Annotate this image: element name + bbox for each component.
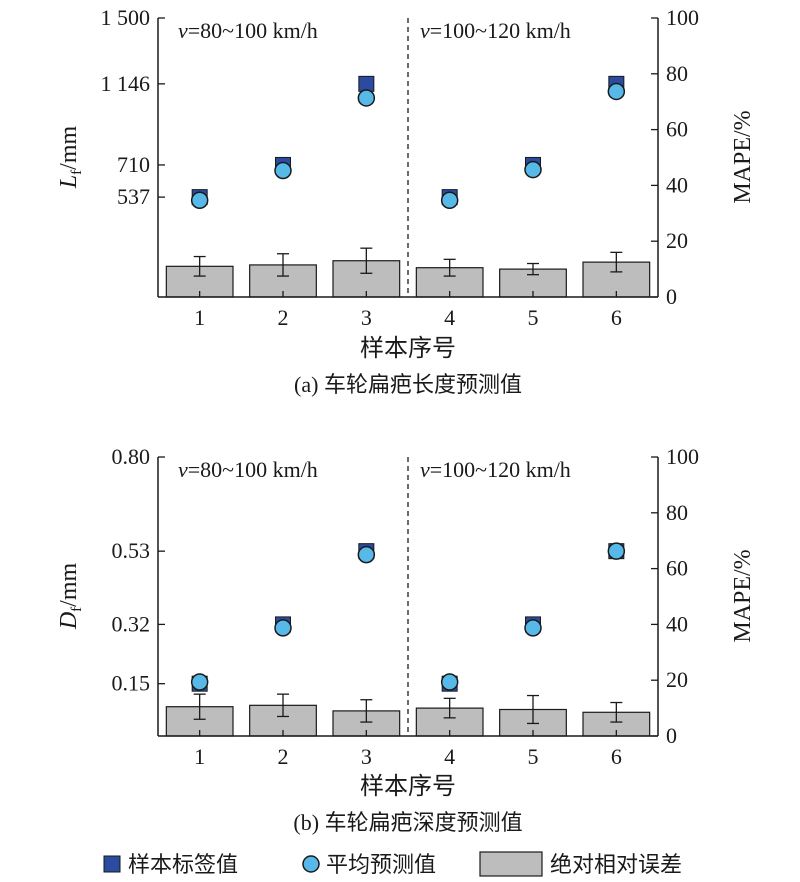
panel-a-xtick-label-3: 3 (361, 305, 372, 330)
panel-b-xtick-label-1: 1 (194, 744, 205, 769)
panel-b-ylabel-sub: f (69, 607, 85, 612)
panel-b-pred-point-5 (524, 619, 542, 637)
panel-b-region-right-text: =100~120 km/h (430, 457, 571, 482)
panel-b-pred-point-6 (607, 542, 626, 560)
panel-b-ytick-right-label-3: 40 (666, 611, 688, 636)
panel-a-xlabel: 样本序号 (360, 335, 456, 362)
panel-b-ytick-left-label-3: 0.53 (112, 538, 151, 563)
legend-pred-text: 平均预测值 (326, 852, 436, 877)
panel-a-ytick-right-label-6: 100 (666, 5, 699, 30)
legend-label-text: 样本标签值 (128, 852, 238, 877)
panel-b-ylabel-right: MAPE/% (730, 549, 756, 642)
panel-a-region-left-text: =80~100 km/h (188, 18, 318, 43)
panel-b-ytick-left-label-1: 0.15 (112, 671, 151, 696)
panel-b-xtick-label-4: 4 (444, 744, 455, 769)
panel-a-plot: 537 710 1 146 1 500 0 20 40 60 80 100 1 2 3 4 5 6 (101, 5, 700, 330)
panel-a-ytick-left-label-1: 537 (117, 184, 150, 209)
panel-b-ytick-left-label-2: 0.32 (112, 611, 151, 636)
panel-a-ytick-right-label-3: 40 (666, 172, 688, 197)
panel-a-pred-point-1 (190, 191, 209, 210)
panel-a-region-right: v=100~120 km/h (420, 18, 571, 43)
panel-b-pred-point-2 (274, 619, 292, 637)
legend-label-marker (103, 855, 121, 873)
panel-a-region-right-text: =100~120 km/h (430, 18, 571, 43)
legend-pred-marker (302, 855, 320, 873)
panel-a-pred-point-4 (440, 191, 459, 210)
panel-a-ylabel-right: MAPE/% (730, 110, 756, 203)
panel-b-xtick-label-6: 6 (611, 744, 622, 769)
panel-a-ylabel-sub: f (69, 170, 85, 175)
panel-a-caption: (a) 车轮扁疤长度预测值 (294, 372, 522, 397)
panel-b-ytick-right-label-1: 0 (666, 723, 677, 748)
panel-b-ytick-left-label-4: 0.80 (112, 444, 151, 469)
panel-a-ytick-right-label-5: 80 (666, 61, 688, 86)
panel-b-ytick-right-label-5: 80 (666, 500, 688, 525)
panel-b-xtick-label-5: 5 (528, 744, 539, 769)
panel-a-region-right-prefix: v (420, 18, 430, 43)
panel-b-caption: (b) 车轮扁疤深度预测值 (293, 810, 522, 835)
panel-a-region-left: v=80~100 km/h (178, 18, 318, 43)
panel-b-plot: 0.15 0.32 0.53 0.80 0 20 40 60 80 100 1 2 3 4 5 6 (112, 444, 700, 769)
panel-b-pred-point-1 (190, 673, 209, 691)
panel-a-ytick-left-label-4: 1 500 (101, 5, 151, 30)
panel-b-region-left-text: =80~100 km/h (188, 457, 318, 482)
panel-a-xtick-label-4: 4 (444, 305, 455, 330)
panel-a-ylabel-left: Lf/mm (56, 125, 85, 189)
panel-a-xtick-label-1: 1 (194, 305, 205, 330)
panel-a-ytick-right-label-1: 0 (666, 284, 677, 309)
panel-a-region-left-prefix: v (178, 18, 188, 43)
panel-a-ylabel-main: L (56, 175, 82, 189)
panel-a-pred-point-2 (274, 161, 292, 180)
panel-a-pred-point-5 (524, 160, 542, 179)
panel-a-ytick-right-label-2: 20 (666, 228, 688, 253)
panel-b-ytick-right-label-2: 20 (666, 667, 688, 692)
panel-a-ytick-left-label-2: 710 (117, 152, 150, 177)
panel-b-region-right: v=100~120 km/h (420, 457, 571, 482)
panel-b-xlabel: 样本序号 (360, 773, 456, 800)
legend-bar-marker (479, 851, 543, 877)
panel-a-ylabel-unit: /mm (56, 125, 82, 169)
panel-b-pred-point-4 (440, 673, 459, 691)
panel-b-pred-point-3 (357, 545, 376, 564)
panel-b-region-left-prefix: v (178, 457, 188, 482)
panel-b-ylabel-main: D (56, 612, 82, 630)
panel-a-pred-point-3 (357, 89, 376, 107)
panel-a-label-point-3 (358, 75, 375, 92)
panel-b-ylabel-left: Df/mm (56, 563, 85, 631)
panel-a-xtick-label-6: 6 (611, 305, 622, 330)
panel-b-xtick-label-3: 3 (361, 744, 372, 769)
panel-b-region-right-prefix: v (420, 457, 430, 482)
legend: 样本标签值 平均预测值 绝对相对误差 (103, 851, 682, 877)
panel-a-xtick-label-5: 5 (528, 305, 539, 330)
panel-b-region-left: v=80~100 km/h (178, 457, 318, 482)
panel-b-ytick-right-label-6: 100 (666, 444, 699, 469)
panel-b-xtick-label-2: 2 (278, 744, 289, 769)
legend-bar-text: 绝对相对误差 (550, 852, 682, 877)
panel-a-xtick-label-2: 2 (278, 305, 289, 330)
panel-b-ytick-right-label-4: 60 (666, 556, 688, 581)
panel-a-ytick-right-label-4: 60 (666, 117, 688, 142)
panel-a-ytick-left-label-3: 1 146 (101, 71, 151, 96)
panel-b-ylabel-unit: /mm (56, 563, 82, 607)
panel-a-pred-point-6 (607, 82, 626, 101)
